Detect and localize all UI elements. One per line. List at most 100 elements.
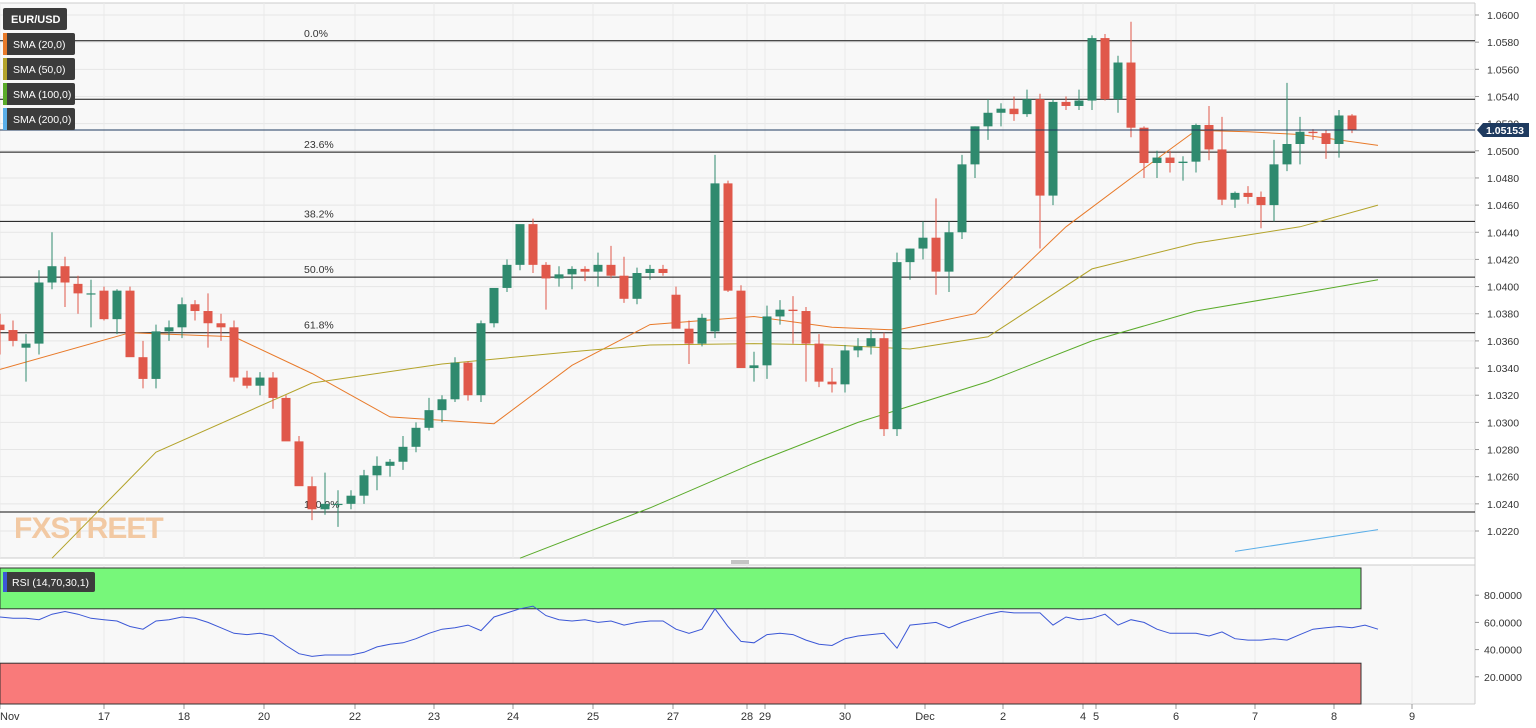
candle-down — [242, 377, 252, 386]
candle-down — [1100, 38, 1110, 100]
candle-down — [125, 290, 135, 358]
sma-legend-badge: SMA (200,0) — [3, 108, 75, 130]
fib-label: 61.8% — [304, 320, 334, 332]
candle-down — [138, 357, 148, 379]
candle-down — [294, 441, 304, 487]
candle-down — [528, 224, 538, 265]
rsi-legend-bg — [3, 572, 95, 592]
candle-down — [736, 290, 746, 369]
last-price-marker: 1.05153 — [0, 123, 1529, 138]
price-tick-label: 1.0300 — [1487, 417, 1519, 429]
price-tick-label: 1.0340 — [1487, 363, 1519, 375]
candle-up — [957, 164, 967, 233]
candle-up — [970, 126, 980, 165]
panel-resize-handle[interactable] — [731, 560, 749, 564]
candle-down — [1061, 101, 1071, 106]
candle-up — [411, 427, 421, 447]
sma-legend-bg — [3, 58, 75, 80]
candle-up — [385, 461, 395, 466]
price-tick-label: 1.0420 — [1487, 254, 1519, 266]
candle-down — [1009, 108, 1019, 115]
fib-label: 0.0% — [304, 28, 328, 40]
candle-up — [359, 475, 369, 496]
candle-down — [827, 381, 837, 385]
rsi-legend-label: RSI (14,70,30,1) — [12, 577, 89, 589]
candle-down — [619, 275, 629, 299]
fib-label: 38.2% — [304, 208, 334, 220]
sma50-line — [51, 204, 1379, 559]
time-tick-label: 27 — [667, 711, 679, 723]
candle-up — [177, 304, 187, 328]
price-tick-label: 1.0500 — [1487, 146, 1519, 158]
candle-down — [99, 290, 109, 320]
candle-up — [1048, 101, 1058, 196]
rsi-tick-label: 40.0000 — [1484, 645, 1522, 657]
candle-up — [1269, 164, 1279, 206]
candle-down — [801, 311, 811, 344]
last-price-tag — [1477, 123, 1529, 138]
candle-down — [684, 328, 694, 344]
sma-legend-swatch — [3, 83, 7, 105]
price-tick-label: 1.0400 — [1487, 282, 1519, 294]
price-tick-label: 1.0440 — [1487, 227, 1519, 239]
candle-up — [944, 232, 954, 272]
main-panel-bg — [0, 3, 1475, 558]
candle-down — [1321, 133, 1331, 144]
sma-legend-bg — [3, 108, 75, 130]
time-tick-label: 18 — [178, 711, 190, 723]
candle-up — [593, 264, 603, 272]
time-tick-label: 4 — [1080, 711, 1086, 723]
price-tick-label: 1.0360 — [1487, 336, 1519, 348]
candle-up — [47, 266, 57, 283]
price-tick-label: 1.0560 — [1487, 64, 1519, 76]
candle-up — [996, 108, 1006, 113]
rsi-oversold-zone — [0, 662, 1362, 705]
candle-up — [1295, 131, 1305, 144]
price-tick-label: 1.0580 — [1487, 37, 1519, 49]
candle-up — [320, 503, 330, 510]
candle-up — [866, 338, 876, 347]
sma-legend-label: SMA (200,0) — [13, 114, 71, 126]
candle-up — [1074, 100, 1084, 106]
candle-up — [632, 273, 642, 299]
candle-down — [814, 343, 824, 382]
candle-up — [372, 465, 382, 476]
candle-down — [1243, 192, 1253, 197]
candle-up — [840, 350, 850, 385]
candle-down — [281, 397, 291, 442]
candle-up — [34, 282, 44, 344]
time-tick-label: 25 — [587, 711, 599, 723]
candle-up — [1022, 99, 1032, 115]
candle-down — [216, 323, 226, 328]
sma-legend-badge: SMA (50,0) — [3, 58, 75, 80]
time-tick-label: 7 — [1252, 711, 1258, 723]
candle-up — [1282, 144, 1292, 165]
candle-down — [658, 268, 668, 273]
candle-down — [268, 377, 278, 398]
candle-down — [1308, 131, 1318, 134]
candle-up — [151, 331, 161, 379]
time-tick-label: Nov — [0, 711, 20, 723]
candle-up — [164, 327, 174, 332]
candle-down — [1165, 157, 1175, 164]
candle-down — [1126, 62, 1136, 128]
candle-down — [203, 311, 213, 324]
candle-up — [502, 264, 512, 288]
candles — [0, 21, 1357, 527]
candle-down — [788, 309, 798, 312]
fxstreet-watermark: FXSTREET — [14, 512, 163, 545]
candle-down — [0, 324, 5, 331]
candle-up — [1230, 192, 1240, 200]
candle-up — [424, 410, 434, 428]
candle-up — [1113, 62, 1123, 100]
candle-down — [229, 327, 239, 378]
symbol-label: EUR/USD — [11, 14, 61, 26]
price-tick-label: 1.0540 — [1487, 91, 1519, 103]
fib-label: 50.0% — [304, 264, 334, 276]
candle-down — [60, 266, 70, 283]
rsi-legend-swatch — [3, 572, 7, 592]
candle-up — [86, 293, 96, 295]
candle-down — [580, 268, 590, 272]
candle-down — [879, 338, 889, 430]
candle-up — [853, 346, 863, 351]
